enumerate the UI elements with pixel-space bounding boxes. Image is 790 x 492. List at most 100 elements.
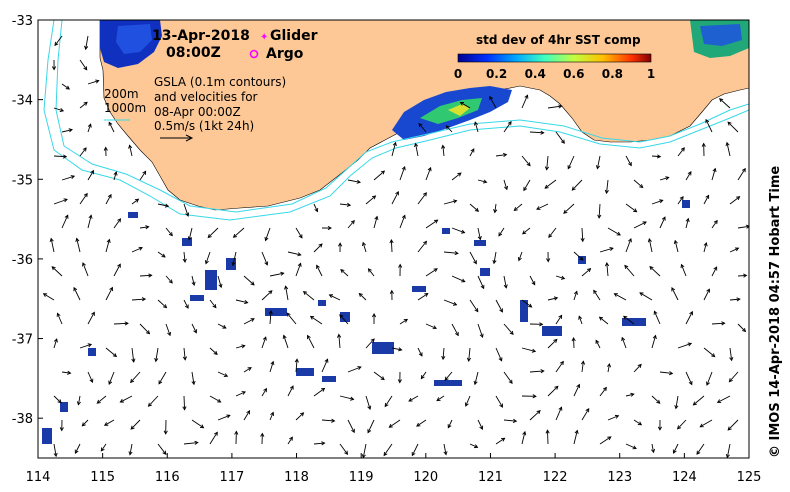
glider-legend: ✦ Glider [260, 28, 318, 44]
velocity-arrow [639, 292, 653, 301]
velocity-arrow [347, 179, 361, 184]
velocity-arrow [729, 196, 741, 205]
velocity-arrow [243, 275, 255, 286]
sst-patch-bight-hot [448, 104, 470, 116]
y-tick-label: -38 [12, 412, 33, 427]
velocity-arrow [209, 395, 222, 403]
x-tick-label: 122 [543, 470, 568, 485]
x-tick-label: 118 [284, 470, 309, 485]
velocity-arrow [728, 371, 739, 383]
velocity-arrow [651, 334, 657, 349]
velocity-arrow [503, 371, 513, 385]
velocity-arrow [414, 142, 419, 157]
velocity-arrow [529, 322, 544, 327]
velocity-arrow [411, 443, 419, 457]
velocity-arrow [567, 155, 575, 170]
velocity-arrow [87, 371, 94, 384]
velocity-arrow [727, 121, 739, 133]
velocity-arrow [139, 323, 151, 335]
velocity-arrow [571, 179, 583, 191]
velocity-arrow [599, 386, 607, 397]
velocity-arrow [131, 297, 147, 302]
velocity-arrow [79, 192, 88, 205]
velocity-arrow [51, 266, 63, 277]
velocity-arrow [595, 339, 601, 349]
velocity-arrow [53, 107, 65, 112]
velocity-arrow [503, 323, 514, 336]
velocity-arrow [105, 193, 112, 205]
velocity-arrow [521, 155, 531, 167]
velocity-arrow [441, 347, 446, 361]
velocity-arrow [685, 171, 692, 181]
velocity-arrow [313, 441, 326, 446]
velocity-arrow [711, 167, 717, 181]
velocity-arrow [139, 225, 150, 230]
velocity-arrow [521, 430, 527, 445]
velocity-arrow [365, 195, 377, 205]
velocity-arrow [521, 299, 533, 308]
y-tick-label: -36 [12, 253, 33, 268]
velocity-arrow [521, 94, 529, 109]
gsla-line1: GSLA (0.1m contours) [154, 75, 286, 89]
velocity-arrow [232, 227, 245, 238]
velocity-arrow [633, 419, 643, 426]
velocity-arrow [235, 391, 246, 397]
velocity-arrow [495, 437, 506, 445]
colorbar-tick-label: 0.2 [486, 67, 507, 81]
velocity-arrow [130, 371, 141, 384]
velocity-arrow [79, 101, 88, 109]
velocity-arrow [703, 288, 710, 301]
velocity-arrow [625, 392, 635, 397]
velocity-arrow [692, 395, 705, 406]
velocity-arrow [495, 299, 503, 313]
velocity-arrow [307, 334, 315, 349]
velocity-arrow [347, 220, 355, 229]
velocity-arrow [84, 35, 89, 51]
velocity-arrow [340, 268, 349, 277]
velocity-arrow [209, 347, 218, 355]
velocity-arrow [87, 79, 100, 85]
x-tick-label: 115 [90, 470, 115, 485]
velocity-arrow [82, 262, 89, 277]
velocity-arrow [699, 419, 713, 428]
velocity-arrow [737, 323, 747, 333]
velocity-arrow [696, 443, 705, 455]
velocity-arrow [425, 166, 432, 181]
velocity-arrow [544, 179, 557, 189]
colorbar-ticks: 0 0.2 0.4 0.6 0.8 1 [454, 67, 655, 81]
velocity-arrow [182, 251, 187, 263]
velocity-arrow [451, 275, 466, 283]
velocity-arrow [231, 251, 237, 267]
velocity-arrow [287, 436, 293, 445]
velocity-arrow [685, 371, 693, 386]
velocity-arrow [545, 429, 550, 445]
velocity-arrow [425, 323, 438, 330]
velocity-arrow [108, 371, 115, 385]
velocity-arrow [469, 443, 479, 449]
velocity-arrow [105, 347, 118, 358]
velocity-arrow [235, 299, 249, 305]
velocity-arrow [477, 179, 488, 184]
velocity-arrow [183, 299, 189, 309]
colorbar-tick-label: 0.6 [563, 67, 584, 81]
velocity-arrow [737, 273, 748, 278]
velocity-arrow [391, 190, 399, 205]
velocity-arrow [716, 395, 731, 403]
velocity-arrow [673, 239, 679, 253]
velocity-arrow [555, 406, 563, 421]
velocity-arrow [103, 419, 115, 426]
velocity-arrow [737, 167, 746, 181]
velocity-arrow [513, 203, 523, 212]
velocity-arrow [217, 323, 227, 329]
velocity-arrow [451, 172, 462, 181]
velocity-arrow [469, 148, 475, 157]
date-label: 13-Apr-2018 [152, 28, 250, 44]
velocity-arrow [207, 227, 219, 239]
velocity-arrow [269, 411, 275, 421]
velocity-arrow [338, 242, 343, 253]
velocity-arrow [555, 275, 566, 280]
velocity-arrow [659, 216, 666, 229]
velocity-arrow [295, 227, 303, 239]
velocity-arrow [286, 312, 297, 325]
